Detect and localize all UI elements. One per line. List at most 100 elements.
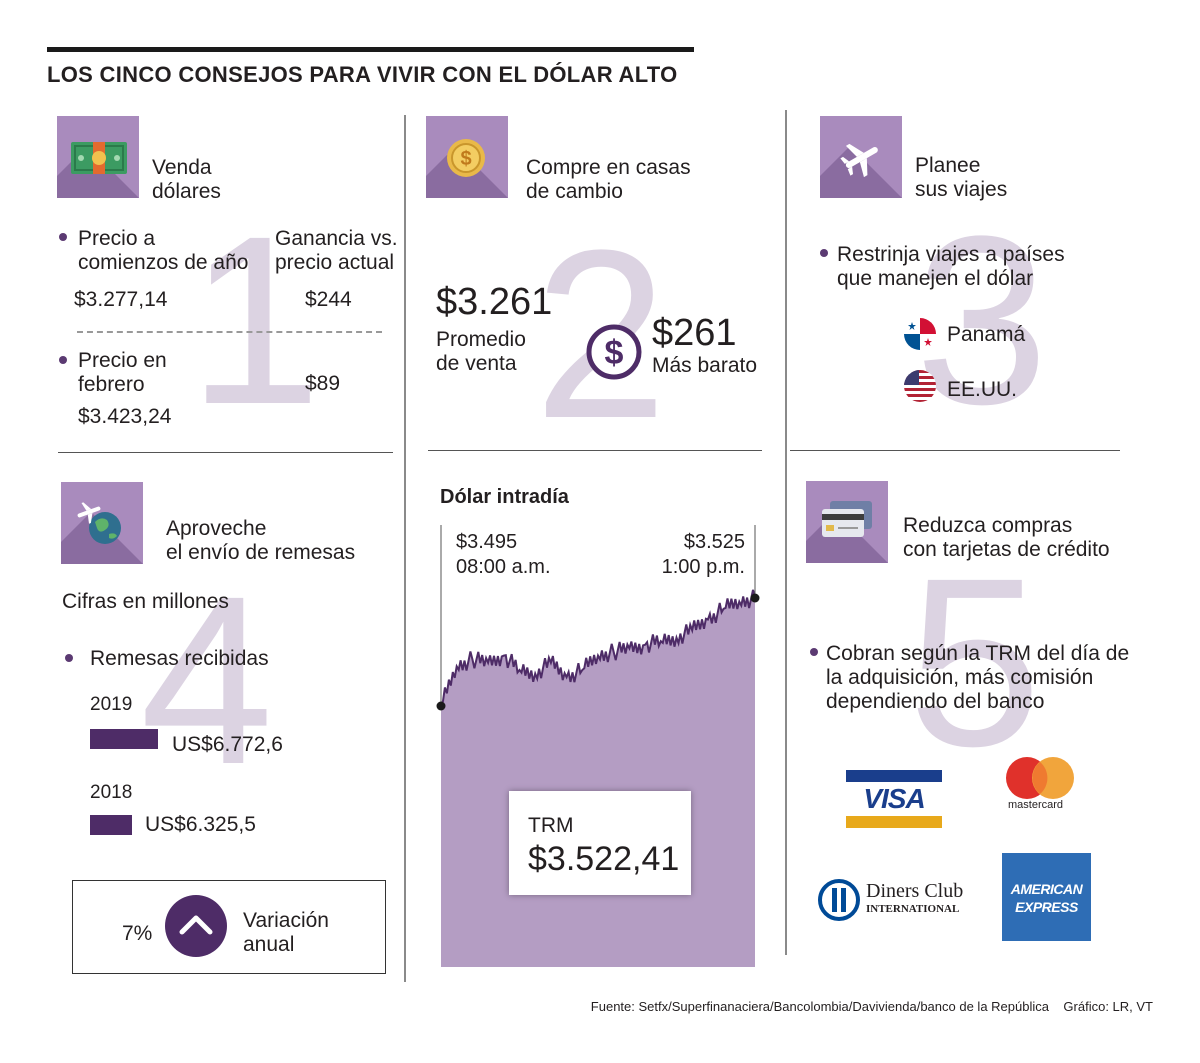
visa-wordmark: VISA — [863, 783, 925, 814]
remittance-bar-2019 — [90, 729, 158, 749]
intraday-area — [441, 589, 755, 967]
tip5-number: 5 — [908, 528, 1042, 796]
credit-card-icon — [822, 501, 872, 537]
country-usa: EE.UU. — [947, 378, 1018, 401]
tip1-title-line2: dólares — [152, 180, 221, 203]
bar-category-2019: 2019 — [90, 694, 133, 715]
tip5-bullet-line2: la adquisición, más comisión — [826, 666, 1094, 689]
tip4-icon-box — [61, 482, 143, 564]
open-point — [436, 701, 446, 711]
source-note: Fuente: Setfx/Superfinanaciera/Bancolomb… — [590, 999, 1153, 1014]
title-rule — [47, 47, 694, 52]
tip1-number: 1 — [188, 186, 322, 454]
amex-wordmark-line2: EXPRESS — [1015, 899, 1078, 915]
airplane-icon — [840, 143, 878, 178]
gain-header-line2: precio actual — [275, 251, 395, 274]
separator-dashed — [77, 331, 382, 333]
globe-plane-icon — [77, 502, 121, 544]
bullet-icon — [59, 356, 67, 364]
diners-club-icon — [818, 879, 860, 921]
cheaper-label: Más barato — [652, 354, 758, 377]
remittance-bar-2018 — [90, 815, 132, 835]
cheaper-value: $261 — [652, 312, 737, 354]
bullet-icon — [59, 233, 67, 241]
tip4-number: 4 — [140, 546, 274, 814]
tip5-icon-box — [806, 481, 888, 563]
tip3-title-line1: Planee — [915, 154, 981, 177]
variation-label-line1: Variación — [243, 909, 329, 932]
price-start-label-line2: comienzos de año — [78, 251, 249, 274]
tip5-bullet-line3: dependiendo del banco — [826, 690, 1045, 713]
trm-value: $3.522,41 — [528, 840, 680, 878]
gain-start-value: $244 — [305, 288, 352, 311]
tip4-title-line1: Aproveche — [166, 517, 267, 540]
panama-flag-icon — [904, 318, 936, 350]
row-divider-3 — [790, 450, 1120, 451]
tip3-bullet-line1: Restrinja viajes a países — [837, 243, 1065, 266]
close-time: 1:00 p.m. — [661, 556, 745, 578]
tip5-title-line1: Reduzca compras — [903, 514, 1073, 537]
tip3-bullet-line2: que manejen el dólar — [837, 267, 1034, 290]
price-start-label-line1: Precio a — [78, 227, 156, 250]
avg-sale-label-line1: Promedio — [436, 328, 526, 351]
row-divider-2 — [428, 450, 762, 451]
diners-wordmark-line1: Diners Club — [866, 880, 964, 902]
bar-category-2018: 2018 — [90, 782, 133, 803]
intraday-line — [440, 589, 756, 707]
tip1-title-line1: Venda — [152, 156, 212, 179]
bullet-icon — [810, 648, 818, 656]
remittance-legend: Remesas recibidas — [90, 647, 269, 670]
price-start-value: $3.277,14 — [74, 288, 168, 311]
banknote-icon — [71, 142, 127, 174]
variation-value: 7% — [122, 922, 153, 945]
intraday-title: Dólar intradía — [440, 486, 569, 508]
diners-wordmark-line2: INTERNATIONAL — [866, 903, 960, 915]
open-time: 08:00 a.m. — [456, 556, 551, 578]
country-panama: Panamá — [947, 323, 1026, 346]
tip1-icon-box — [57, 116, 139, 198]
trm-label: TRM — [528, 814, 574, 837]
page-title: LOS CINCO CONSEJOS PARA VIVIR CON EL DÓL… — [47, 62, 678, 87]
trm-box — [509, 791, 691, 895]
variation-label-line2: anual — [243, 933, 295, 956]
price-feb-label-line2: febrero — [78, 373, 145, 396]
bullet-icon — [820, 249, 828, 257]
tip2-icon-box: $ — [426, 116, 508, 198]
svg-text:$: $ — [605, 334, 624, 372]
avg-sale-value: $3.261 — [436, 281, 553, 323]
remittance-unit-note: Cifras en millones — [62, 590, 229, 613]
bar-value-2019: US$6.772,6 — [172, 733, 283, 756]
chevron-up-icon — [165, 895, 227, 957]
bullet-icon — [65, 654, 73, 662]
price-feb-label-line1: Precio en — [78, 349, 167, 372]
tip5-title-line2: con tarjetas de crédito — [903, 538, 1110, 561]
row-divider-1 — [58, 452, 393, 453]
visa-logo: VISA — [846, 770, 942, 828]
tip3-icon-box — [820, 116, 902, 198]
tip4-title-line2: el envío de remesas — [166, 541, 356, 564]
gain-header-line1: Ganancia vs. — [275, 227, 398, 250]
column-divider-right — [785, 110, 787, 955]
bar-value-2018: US$6.325,5 — [145, 813, 256, 836]
intraday-chart — [436, 525, 760, 967]
variation-box — [72, 880, 386, 974]
tip5-bullet-line1: Cobran según la TRM del día de — [826, 642, 1130, 665]
price-feb-value: $3.423,24 — [78, 405, 172, 428]
avg-sale-label-line2: de venta — [436, 352, 517, 375]
tip2-title-line2: de cambio — [526, 180, 623, 203]
dollar-circle-icon: $ — [586, 324, 642, 380]
close-value: $3.525 — [683, 531, 745, 553]
tip3-title-line2: sus viajes — [915, 178, 1008, 201]
gain-feb-value: $89 — [305, 372, 341, 395]
tip3-number: 3 — [915, 186, 1049, 454]
usa-flag-icon — [904, 370, 936, 402]
close-point — [750, 593, 760, 603]
mastercard-logo — [1006, 757, 1074, 799]
amex-wordmark-line1: AMERICAN — [1010, 881, 1083, 897]
svg-text:$: $ — [460, 148, 471, 170]
mastercard-wordmark: mastercard — [1008, 799, 1064, 811]
column-divider-left — [404, 115, 406, 982]
coin-icon: $ — [447, 139, 485, 177]
amex-logo: AMERICAN EXPRESS — [1002, 853, 1091, 941]
open-value: $3.495 — [456, 531, 518, 553]
